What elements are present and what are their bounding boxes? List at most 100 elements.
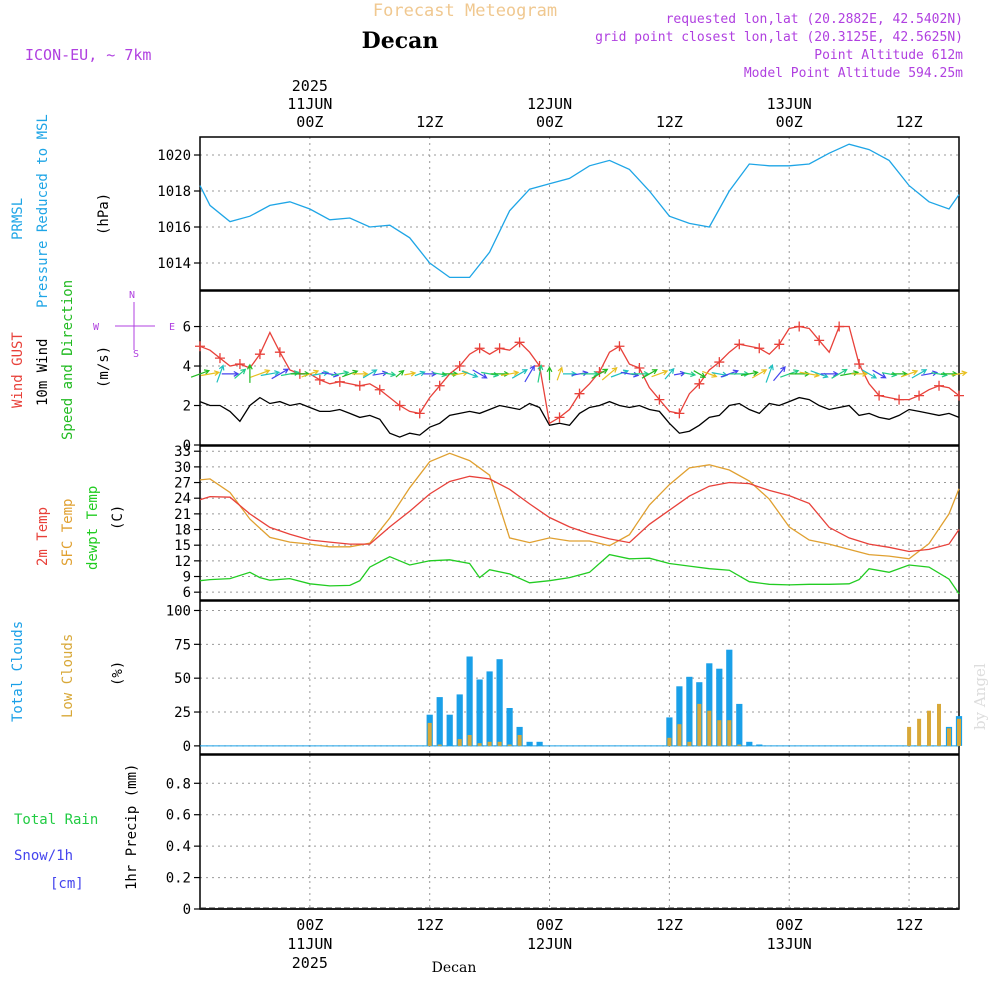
top-axis-label: 12Z	[896, 113, 923, 131]
location-title: Decan	[362, 28, 439, 54]
clouds-ytick-label: 25	[174, 705, 191, 721]
sfc-label: SFC Temp	[60, 499, 76, 566]
low-cloud-bar	[437, 744, 442, 746]
total-cloud-bar	[756, 744, 763, 746]
gust-marker	[334, 376, 345, 387]
wind-arrow	[461, 370, 479, 379]
low-cloud-bar	[507, 744, 512, 746]
gust-marker	[894, 394, 905, 405]
wind-arrow	[673, 370, 687, 377]
low-cloud-bar	[677, 724, 682, 746]
gust-marker	[794, 321, 805, 332]
wind-panel: Wind GUST 10m Wind Speed and Direction (…	[10, 280, 175, 440]
total-cloud-bar	[476, 679, 483, 746]
total-cloud-bar	[686, 676, 693, 746]
sfc-temp-series	[199, 452, 960, 560]
gust-marker	[874, 390, 885, 401]
pressure-ytick-label: 1016	[157, 220, 191, 236]
compass-n: N	[129, 290, 135, 301]
gust-marker	[634, 363, 645, 373]
low-cloud-bar	[737, 744, 742, 746]
low-cloud-bar	[937, 703, 941, 746]
gust-marker	[514, 337, 525, 348]
t2m-series	[199, 475, 960, 553]
snow-unit-label: [cm]	[50, 876, 84, 892]
gust-marker	[274, 347, 285, 358]
bottom-axis-label: 00Z	[536, 916, 563, 934]
bottom-axis-label: 12Z	[416, 916, 443, 934]
temp-ytick-label: 27	[174, 476, 191, 492]
gust-marker	[614, 341, 625, 352]
compass-e: E	[169, 322, 175, 333]
point-altitude: Point Altitude 612m	[814, 48, 963, 63]
dewpt-series	[199, 553, 960, 595]
wind-series	[199, 396, 960, 438]
total-cloud-bar	[526, 741, 533, 746]
wind-ytick-label: 4	[183, 359, 191, 375]
low-cloud-bar	[947, 728, 951, 746]
low-cloud-bar	[487, 741, 492, 746]
compass-rose: N W E S	[93, 290, 175, 360]
wind-ytick-label: 0	[183, 438, 191, 454]
wind-ytick-label: 6	[183, 320, 191, 336]
requested-coords: requested lon,lat (20.2882E, 42.5402N)	[666, 12, 963, 27]
wind-arrow	[271, 368, 290, 380]
gust-marker	[534, 361, 545, 372]
precip-ytick-label: 0.8	[166, 776, 191, 792]
gust-marker	[474, 343, 485, 354]
low-cloud-bar	[457, 739, 462, 746]
wind-arrow	[362, 369, 378, 379]
total-cloud-bar	[666, 717, 673, 746]
low-cloud-bar	[427, 722, 432, 746]
gust-marker	[494, 343, 505, 354]
temp-unit: (C)	[110, 505, 126, 530]
low-cloud-bar	[917, 718, 922, 746]
gust-marker	[954, 390, 964, 401]
wind-arrow	[546, 366, 553, 381]
gust-marker	[554, 412, 565, 423]
low-cloud-bar	[907, 726, 912, 746]
gust-marker	[195, 341, 205, 352]
wind-arrow	[404, 370, 417, 377]
total-cloud-bar	[716, 668, 723, 746]
precip-ytick-label: 0.6	[166, 808, 191, 824]
wind-arrow	[620, 371, 640, 378]
low-cloud-bar	[707, 710, 712, 746]
wind-arrow	[740, 370, 759, 377]
wind-arrow	[773, 366, 786, 382]
total-cloud-bar	[436, 697, 443, 746]
pressure-ytick-label: 1020	[157, 148, 191, 164]
low-cloud-bar	[957, 718, 961, 746]
wind-arrow	[216, 364, 225, 383]
clouds-ytick-label: 75	[174, 637, 191, 653]
wind-arrow	[524, 364, 535, 383]
wind-arrow	[250, 369, 271, 378]
top-axis-label: 00Z	[536, 113, 563, 131]
gust-marker	[734, 339, 745, 350]
gust-marker	[434, 380, 445, 391]
pressure-label-1: PRMSL	[10, 198, 26, 240]
clouds-ytick-label: 100	[166, 603, 191, 619]
wind-arrow	[900, 369, 919, 378]
clouds-panel: Total Clouds Low Clouds (%)	[10, 621, 126, 722]
temperature-panel: 2m Temp SFC Temp dewpt Temp (C)	[35, 486, 126, 570]
wind-arrow	[395, 369, 405, 378]
pressure-ytick-label: 1014	[157, 256, 191, 272]
top-axis-label: 00Z	[296, 113, 323, 131]
top-axis-label: 12Z	[416, 113, 443, 131]
pressure-unit: (hPa)	[96, 193, 112, 235]
total-cloud-bar	[506, 708, 513, 746]
wind-arrow	[190, 369, 211, 378]
total-cloud-bar	[676, 686, 683, 746]
gust-markers	[195, 321, 964, 423]
wind-arrow	[799, 371, 821, 378]
model-label: ICON-EU, ~ 7km	[25, 46, 151, 64]
wind-arrow	[831, 368, 848, 379]
gust-marker	[674, 408, 685, 419]
gust-marker	[814, 335, 825, 346]
wind-arrow	[702, 370, 718, 378]
